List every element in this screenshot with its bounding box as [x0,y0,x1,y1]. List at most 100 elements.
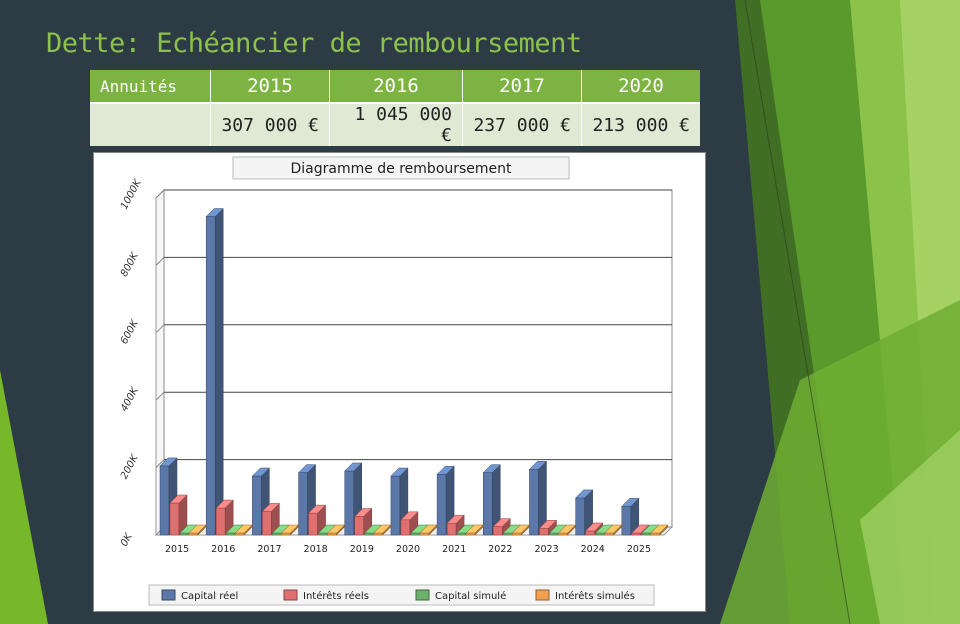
interets-reels-bar-top [261,503,280,512]
capital-simule-bar-front [595,532,605,536]
interets-reels-bar-front [539,528,549,536]
interets-simules-bar-front [604,532,614,536]
legend-label: Intérêts réels [303,590,369,602]
capital-reel-bar-top [344,462,363,472]
capital-simule-bar-front [641,532,652,536]
table-year-cell: 2015 [210,70,330,103]
chart-title-box [232,156,570,180]
table-amount-cell: 1 045 000 € [329,102,463,146]
table-empty-cell [90,102,211,146]
capital-simule-bar-front [364,532,374,536]
table-year-cell: 2020 [581,70,700,103]
y-tick-label: 200K [119,452,141,481]
legend-swatch [535,589,550,601]
interets-simules-bar-front [650,532,661,536]
interets-reels-bar-top [631,524,650,534]
y-tick-label: 400K [119,385,141,414]
interets-simules-bar-top [234,524,253,534]
interets-reels-bar-top [169,494,188,504]
x-tick-label: 2024 [581,544,605,555]
table-amount-cell: 307 000 € [210,102,330,146]
interets-simules-bar-top [511,524,530,534]
x-tick-label: 2020 [396,544,420,555]
interets-reels-bar-front [262,511,272,536]
capital-reel-bar-front [390,475,401,536]
capital-simule-bar-front [503,532,513,536]
gridline-side [155,459,165,468]
gridline-side [155,257,165,266]
interets-simules-bar-front [419,532,430,536]
legend-swatch [415,589,430,601]
interets-simules-bar-top [419,524,438,534]
repayment-chart: Diagramme de remboursement 0K 200K 400K 600K… [119,156,674,606]
capital-simule-bar-front [179,532,190,536]
table-amount-cell: 213 000 € [581,102,700,146]
interets-simules-bar-front [327,532,337,536]
interets-reels-bar-front [354,516,364,536]
interets-simules-bar-top [604,524,623,534]
capital-reel-bar-top [159,457,178,467]
interets-reels-bar-front [400,519,411,536]
x-tick-label: 2016 [211,544,235,555]
interets-reels-bar-top [400,511,419,521]
interets-simules-bar-front [234,532,245,536]
capital-reel-bar-top [390,467,409,477]
interets-reels-bar-front [215,507,226,536]
capital-reel-bar-front [529,469,539,536]
interets-simules-bar-front [512,532,522,536]
legend-swatch [161,589,176,601]
interets-simules-bar-top [557,524,577,534]
table-year-cell: 2017 [462,70,582,103]
x-tick-label: 2015 [165,544,189,555]
gridline-side [155,324,165,334]
interets-reels-bar-top [492,518,511,527]
capital-reel-bar-front [344,470,354,536]
table-amount-row: 307 000 € 1 045 000 € 237 000 € 213 000 … [90,102,700,146]
x-tick-label: 2017 [257,544,281,555]
legend-swatch [283,589,298,601]
interets-reels-bar-front [585,530,595,536]
capital-simule-bar-front [225,532,236,536]
interets-simules-bar-front [188,532,199,536]
capital-simule-bar-front [549,532,559,536]
interets-reels-bar-front [446,522,457,536]
capital-simule-bar-front [410,532,421,536]
x-tick-label: 2022 [488,544,512,555]
y-tick-label: 0K [119,531,135,549]
legend-label: Capital simulé [435,590,506,602]
gridline-side [155,391,165,401]
capital-simule-bar-front [318,532,328,536]
x-tick-label: 2025 [627,544,651,555]
capital-reel-bar-front [483,472,493,536]
interets-reels-bar-top [354,508,373,517]
interets-simules-bar-top [326,524,346,534]
capital-simule-bar-front [456,532,467,536]
x-tick-label: 2021 [442,544,466,555]
capital-reel-bar-top [528,461,548,470]
annuites-table: Annuités 2015 2016 2017 2020 307 000 € 1… [90,70,700,146]
interets-reels-bar-top [215,499,234,509]
gridline-side [155,189,165,199]
capital-reel-bar-front [159,465,170,536]
legend-box [148,584,655,606]
interets-reels-bar-top [538,520,558,529]
interets-simules-bar-top [650,524,669,534]
capital-reel-bar-top [575,489,594,499]
table-header-row: Annuités 2015 2016 2017 2020 [90,70,700,103]
chart-panel: Diagramme de remboursement 0K 200K 400K 600K… [93,152,706,612]
table-year-cell: 2016 [329,70,463,103]
capital-reel-bar-top [297,464,317,473]
capital-reel-bar-front [252,475,262,536]
x-tick-label: 2018 [304,544,328,555]
capital-reel-bar-front [205,216,216,536]
capital-reel-bar-front [298,472,308,536]
x-tick-label: 2023 [534,544,558,555]
y-tick-label: 800K [119,250,141,279]
interets-reels-bar-front [631,532,642,536]
legend-label: Intérêts simulés [555,590,635,602]
slide-title: Dette: Echéancier de remboursement [46,28,582,59]
chart-title: Diagramme de remboursement [290,161,512,177]
interets-simules-bar-front [281,532,291,536]
capital-reel-bar-front [436,474,447,536]
